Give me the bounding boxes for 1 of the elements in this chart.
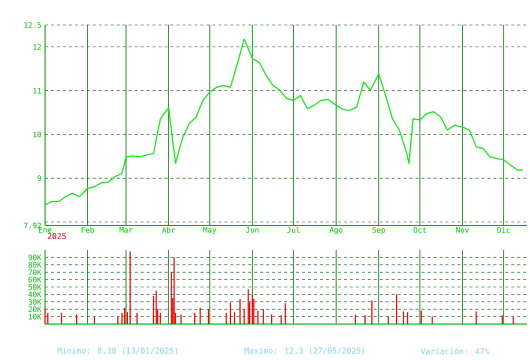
line-series [44,38,524,206]
